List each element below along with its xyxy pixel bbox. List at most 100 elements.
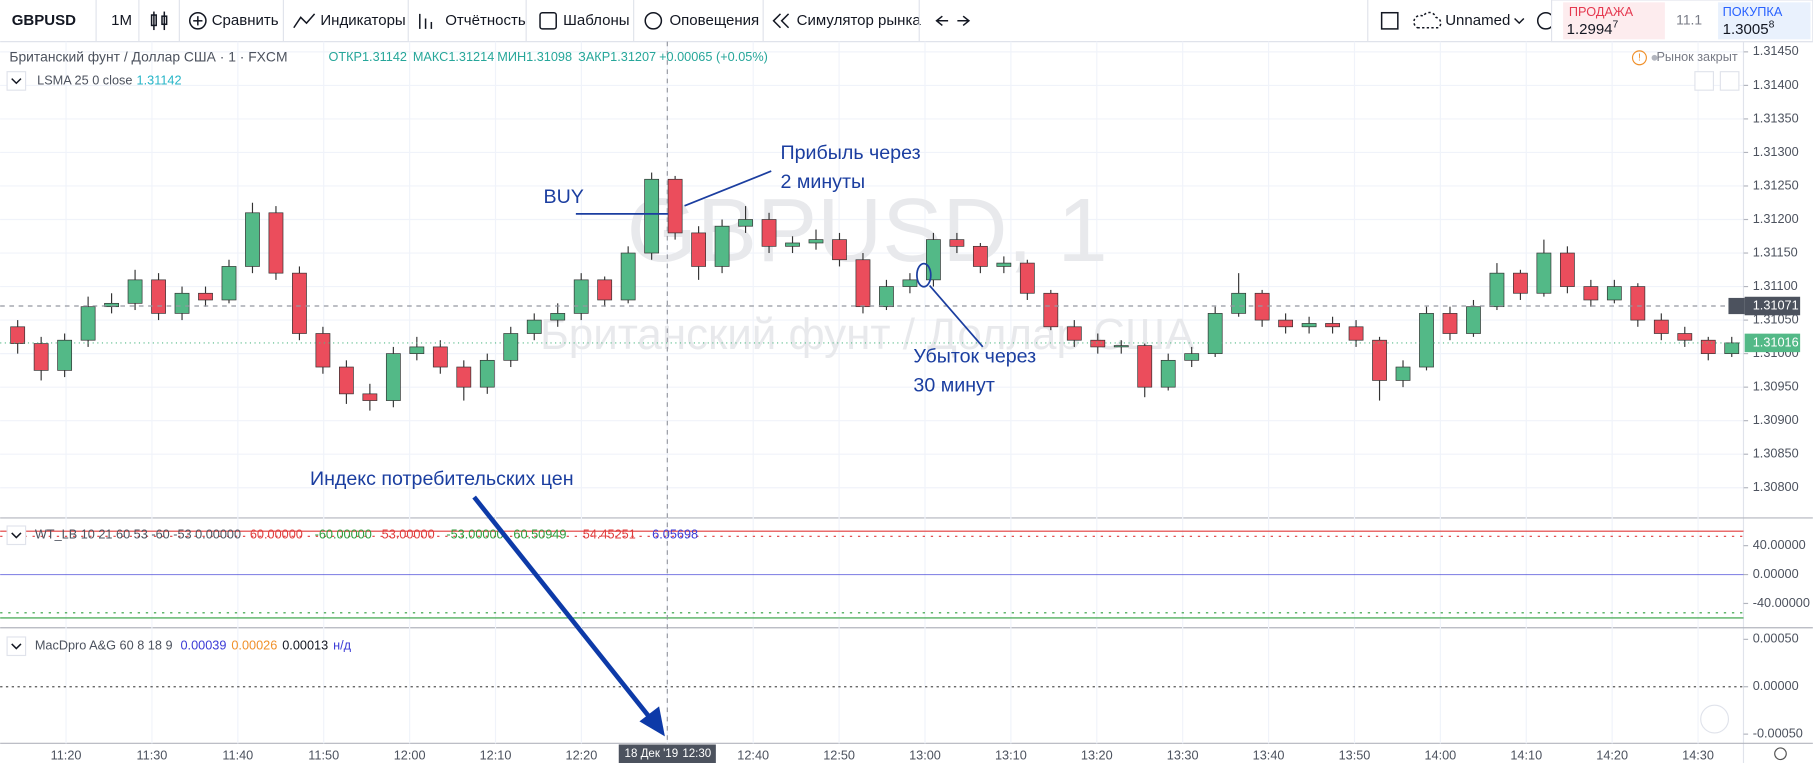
pane-title: MacDpro A&G 60 8 18 9 — [35, 638, 173, 653]
y-tick-label: 1.31150 — [1753, 244, 1798, 259]
toolbar-button[interactable]: Симулятор рынка — [797, 12, 922, 29]
candle-body — [949, 239, 965, 247]
candle-body — [33, 343, 49, 371]
crosshair-price-box — [1744, 296, 1801, 316]
loss-pointer — [928, 284, 984, 348]
candle-body — [1019, 262, 1035, 294]
candle-body — [1348, 326, 1364, 341]
time-label: 13:30 — [1167, 747, 1199, 762]
wt-reading: 60.50949 — [513, 527, 566, 542]
profit-note: 2 минуты — [780, 171, 865, 193]
time-label: 12:50 — [823, 747, 855, 762]
candle-body — [667, 178, 683, 234]
time-label: 14:00 — [1424, 747, 1456, 762]
candle-body — [198, 292, 213, 301]
layout-menu[interactable] — [1514, 17, 1525, 25]
layout-name[interactable]: Unnamed — [1445, 12, 1510, 29]
pane-chevron — [11, 643, 22, 650]
candle-body — [761, 219, 777, 247]
candle-body — [714, 225, 730, 267]
financials-icon[interactable] — [419, 13, 433, 29]
candle-body — [1395, 366, 1411, 381]
candle-body — [1372, 339, 1387, 381]
candle-body — [245, 212, 260, 267]
templates-icon[interactable] — [539, 11, 557, 30]
candle-body — [1583, 286, 1599, 301]
replay-icon[interactable] — [772, 13, 782, 29]
axis-settings[interactable] — [1774, 747, 1787, 761]
wt-pane: 40.00000 0.00000 -40.00000 WT_LB 10 21 60 5… — [0, 525, 1810, 619]
indicators-icon[interactable] — [293, 13, 316, 29]
y-tick-label: 1.30900 — [1753, 412, 1799, 427]
candle-body — [1207, 313, 1223, 354]
toolbar-button[interactable]: Индикаторы — [320, 12, 405, 29]
candle-body — [1043, 292, 1059, 328]
undo[interactable] — [935, 15, 949, 27]
y-tick-label: 0.00000 — [1753, 678, 1799, 693]
redo[interactable] — [957, 15, 971, 27]
candle-body — [996, 262, 1012, 267]
indicator-title: LSMA 25 0 close — [37, 72, 132, 87]
macd-reading: 0.00026 — [231, 638, 277, 653]
time-label: 11:30 — [137, 747, 168, 762]
candle-body — [174, 292, 190, 314]
loss-note: 30 минут — [913, 374, 994, 396]
compare-icon[interactable] — [188, 11, 207, 30]
alerts-icon[interactable] — [644, 11, 663, 30]
toolbar: GBPUSD 1M Сравнить Индикаторы Отчётность Ша… — [0, 0, 1813, 43]
change: +0.00065 (+0.05%) — [659, 49, 768, 64]
candle-body — [1278, 319, 1294, 328]
scroll-to-end[interactable] — [1700, 704, 1730, 734]
time-label: 13:10 — [995, 747, 1027, 762]
symbol[interactable]: GBPUSD — [12, 12, 76, 29]
grid — [0, 41, 1744, 744]
y-tick-label: 1.31350 — [1753, 110, 1799, 125]
pane-collapse — [6, 636, 27, 657]
candle-body — [785, 242, 800, 247]
candle-body — [1325, 323, 1340, 328]
chart-style-icon[interactable] — [150, 11, 168, 31]
candle-body — [479, 359, 495, 388]
candle-body — [151, 279, 166, 314]
candle-body — [855, 259, 871, 308]
sell-label: ПРОДАЖА — [1569, 4, 1634, 19]
indicator-value: 1.31142 — [137, 72, 182, 87]
macd-reading: н/д — [333, 638, 352, 653]
last-price-box — [1744, 333, 1801, 353]
time-label: 14:10 — [1510, 747, 1542, 762]
time-label: 14:30 — [1682, 747, 1714, 762]
time-label: 12:20 — [566, 747, 598, 762]
y-tick-label: 1.30850 — [1753, 446, 1799, 461]
annotations: BUY Прибыль через 2 минуты Убыток через … — [310, 142, 1036, 737]
time-label: 11:50 — [308, 747, 339, 762]
toolbar-button[interactable]: Сравнить — [212, 12, 279, 29]
replay-icon-2[interactable] — [780, 13, 790, 29]
candle-body — [127, 279, 143, 304]
candle-body — [10, 326, 26, 344]
fullscreen[interactable] — [1380, 11, 1399, 30]
maximize[interactable] — [1719, 71, 1740, 91]
candle-body — [1630, 286, 1646, 321]
toolbar-button[interactable]: Отчётность — [445, 12, 526, 29]
toolbar-button[interactable]: Оповещения — [670, 12, 760, 29]
candle-body — [808, 239, 824, 244]
scroll-down[interactable] — [1694, 71, 1715, 91]
time-label: 13:20 — [1081, 747, 1113, 762]
buy-box[interactable] — [1718, 2, 1811, 40]
candle-body — [1254, 292, 1270, 321]
candle-body — [1160, 359, 1176, 388]
toolbar-button[interactable]: Шаблоны — [563, 12, 629, 29]
candle-body — [292, 272, 307, 334]
cloud-icon[interactable] — [1413, 11, 1442, 29]
candle-body — [1606, 286, 1622, 301]
y-tick-label: 0.00000 — [1753, 566, 1799, 581]
interval[interactable]: 1M — [111, 12, 132, 29]
sell-box[interactable] — [1563, 2, 1665, 40]
time-axis: 11:20 11:30 11:40 11:50 12:00 12:10 12:20 12:40… — [51, 41, 1714, 763]
macd-pane: 0.00050 0.00000 -0.00050 MacDpro A&G 60 8 1… — [0, 631, 1803, 740]
collapse-button[interactable] — [6, 71, 27, 91]
candle-body — [362, 393, 378, 401]
time-label: 13:50 — [1339, 747, 1371, 762]
buy-label: ПОКУПКА — [1723, 4, 1783, 19]
